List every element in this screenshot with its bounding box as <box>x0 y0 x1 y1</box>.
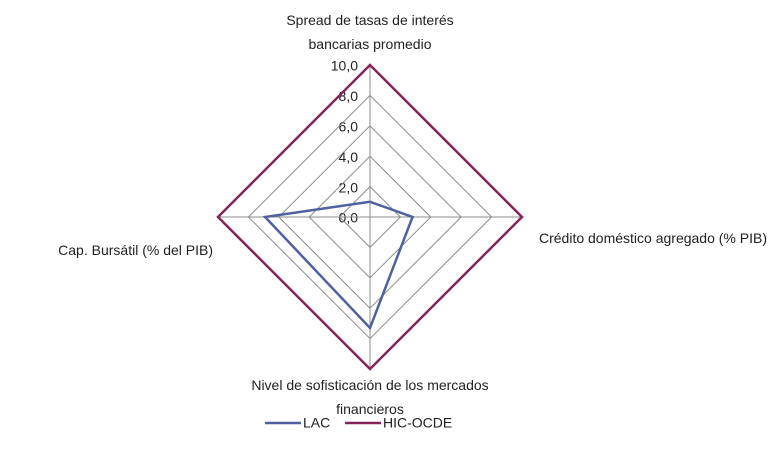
r-tick-label: 0,0 <box>339 210 359 226</box>
series-line <box>262 200 415 331</box>
r-tick-label: 10,0 <box>331 58 358 74</box>
series-line <box>216 63 524 371</box>
r-tick-label: 4,0 <box>339 149 359 165</box>
r-tick-label: 8,0 <box>339 88 359 104</box>
axis-label: Cap. Bursátil (% del PIB) <box>58 242 213 258</box>
axis-label: Spread de tasas de interés bancarias pro… <box>286 12 454 52</box>
r-tick-label: 2,0 <box>339 179 359 195</box>
r-tick-label: 6,0 <box>339 119 359 135</box>
axis-label: Crédito doméstico agregado (% PIB) <box>539 230 767 246</box>
axis-label: Nivel de sofisticación de los mercados f… <box>251 377 489 417</box>
legend-label: HIC-OCDE <box>383 415 452 431</box>
legend-label: LAC <box>303 415 330 431</box>
